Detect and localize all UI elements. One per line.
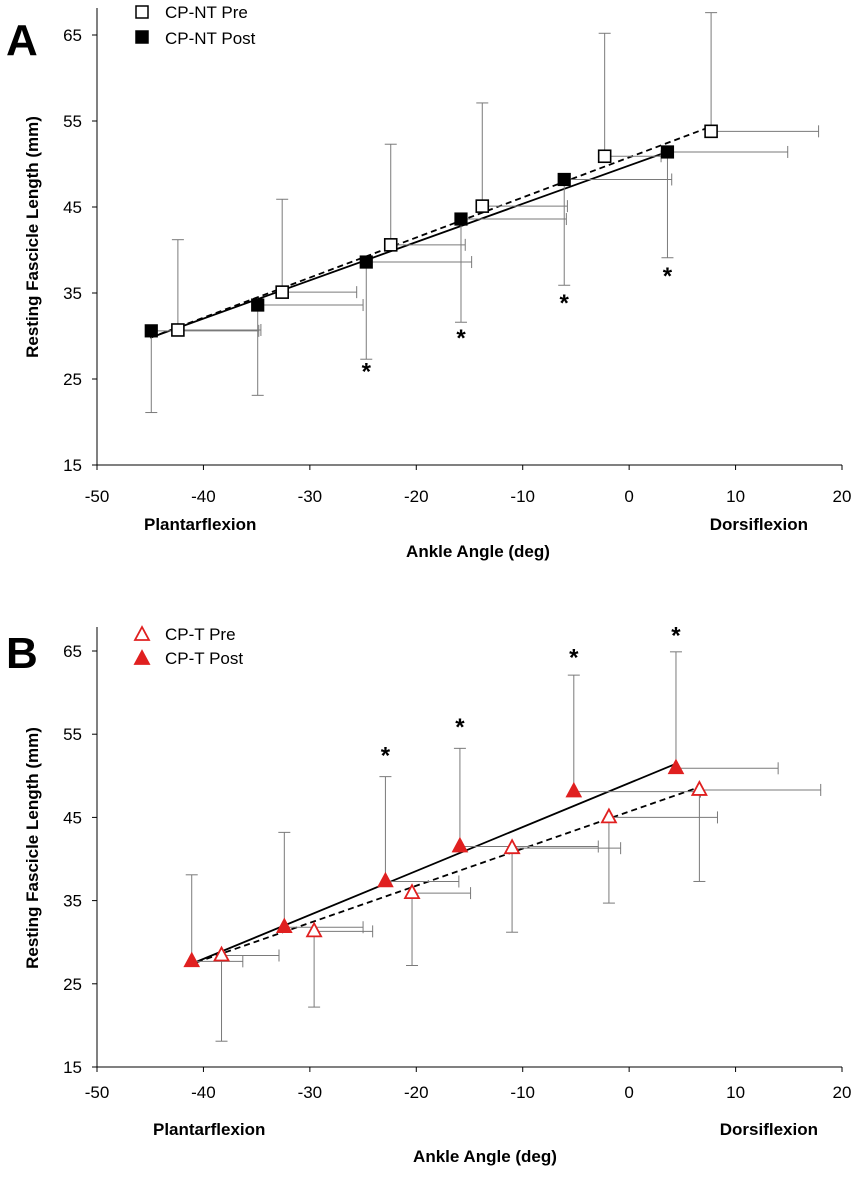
panel-a-x-tick-label: -30 [298,487,323,506]
panel-b-x-axis-title: Ankle Angle (deg) [413,1147,557,1166]
legend-label-cp-t-post: CP-T Post [165,649,243,668]
panel-a-dorsiflexion-label: Dorsiflexion [710,515,808,534]
panel-b-significance-asterisk: * [671,623,681,650]
cp-nt-post-point [660,145,675,159]
cp-t-pre-fit-line [187,786,699,967]
legend-marker-triangle-open [133,625,151,641]
panel-a-x-tick-label: -20 [404,487,429,506]
panel-a-y-tick-label: 45 [63,198,82,217]
cp-nt-post-fit-line [149,149,673,339]
cp-t-post-point [667,758,685,775]
cp-nt-post-point [557,172,571,187]
panel-b-x-tick-label: 0 [624,1083,633,1102]
panel-b-y-tick-label: 35 [63,892,82,911]
panel-b-x-tick-label: -10 [510,1083,535,1102]
panel-b-x-tick-label: 20 [833,1083,852,1102]
cp-t-post-point [377,871,394,888]
legend-label-cp-t-pre: CP-T Pre [165,625,236,644]
legend-label-cp-nt-pre: CP-NT Pre [165,3,248,22]
cp-t-pre-point [690,780,708,796]
panel-b-x-tick-label: 10 [726,1083,745,1102]
cp-t-pre-point [600,807,618,824]
panel-b-axes [96,627,842,1068]
panel-a-x-tick-label: -40 [191,487,216,506]
panel-a-y-tick-label: 15 [63,456,82,475]
panel-a-x-tick-label: 20 [833,487,852,506]
panel-a-y-tick-label: 55 [63,112,82,131]
panel-b-letter: B [6,629,38,678]
cp-nt-post-point [144,324,158,338]
panel-a-x-axis-title: Ankle Angle (deg) [406,542,550,561]
panel-a-axes [96,8,842,466]
panel-a-x-tick-label: -10 [510,487,535,506]
panel-b-dorsiflexion-label: Dorsiflexion [720,1120,818,1139]
cp-t-post-fit-line [187,762,678,967]
panel-b-y-tick-label: 45 [63,808,82,827]
cp-nt-post-point [359,255,373,269]
cp-nt-pre-fit-line [149,124,715,339]
panel-b-significance-asterisk: * [381,743,391,770]
cp-nt-pre-point [171,323,185,337]
cp-t-post-point [275,917,293,934]
panel-a-y-axis-title: Resting Fascicle Length (mm) [23,116,42,358]
panel-a-significance-asterisk: * [362,359,372,386]
panel-b-y-axis-title: Resting Fascicle Length (mm) [23,727,42,969]
panel-a-significance-asterisk: * [663,263,673,290]
panel-b-y-tick-label: 25 [63,975,82,994]
panel-a-letter: A [6,16,38,65]
panel-a-significance-asterisk: * [456,325,466,352]
cp-nt-post-point [454,212,468,226]
cp-t-pre-point [213,945,231,962]
cp-nt-pre-point [275,285,289,299]
panel-a-y-tick-label: 35 [63,284,82,303]
cp-nt-pre-point [475,199,490,213]
panel-b-significance-asterisk: * [569,644,579,671]
panel-a-y-tick-label: 25 [63,370,82,389]
panel-b-significance-asterisk: * [455,714,465,741]
panel-b-x-tick-label: -30 [298,1083,323,1102]
cp-nt-pre-point [597,149,612,164]
panel-b-legend: CP-T Pre CP-T Post [133,625,243,668]
legend-marker-square-filled [135,30,149,44]
cp-nt-post-point [251,298,265,312]
panel-b-y-tick-label: 55 [63,725,82,744]
cp-t-pre-point [305,921,323,938]
panel-a-legend: CP-NT Pre CP-NT Post [135,3,256,48]
panel-a-x-tick-label: 10 [726,487,745,506]
panel-a-plantarflexion-label: Plantarflexion [144,515,256,534]
cp-t-post-point [565,781,583,798]
panel-b-plantarflexion-label: Plantarflexion [153,1120,265,1139]
cp-t-pre-point [403,883,421,900]
cp-t-post-point [183,951,201,968]
cp-nt-pre-point [704,124,718,139]
panel-b-x-tick-label: -20 [404,1083,429,1102]
cp-nt-pre-point [383,238,398,252]
legend-marker-triangle-filled [133,649,151,665]
panel-a-significance-asterisk: * [560,290,570,317]
legend-marker-square-open [135,5,149,19]
legend-label-cp-nt-post: CP-NT Post [165,29,256,48]
cp-t-post-point [451,836,469,853]
panel-a-x-tick-label: -50 [85,487,110,506]
panel-a-x-tick-label: 0 [624,487,633,506]
panel-b-x-tick-label: -50 [85,1083,110,1102]
panel-b-y-tick-label: 65 [63,642,82,661]
panel-b-y-tick-label: 15 [63,1058,82,1077]
panel-a-y-tick-label: 65 [63,26,82,45]
panel-b-x-tick-label: -40 [191,1083,216,1102]
cp-t-pre-point [503,838,521,855]
